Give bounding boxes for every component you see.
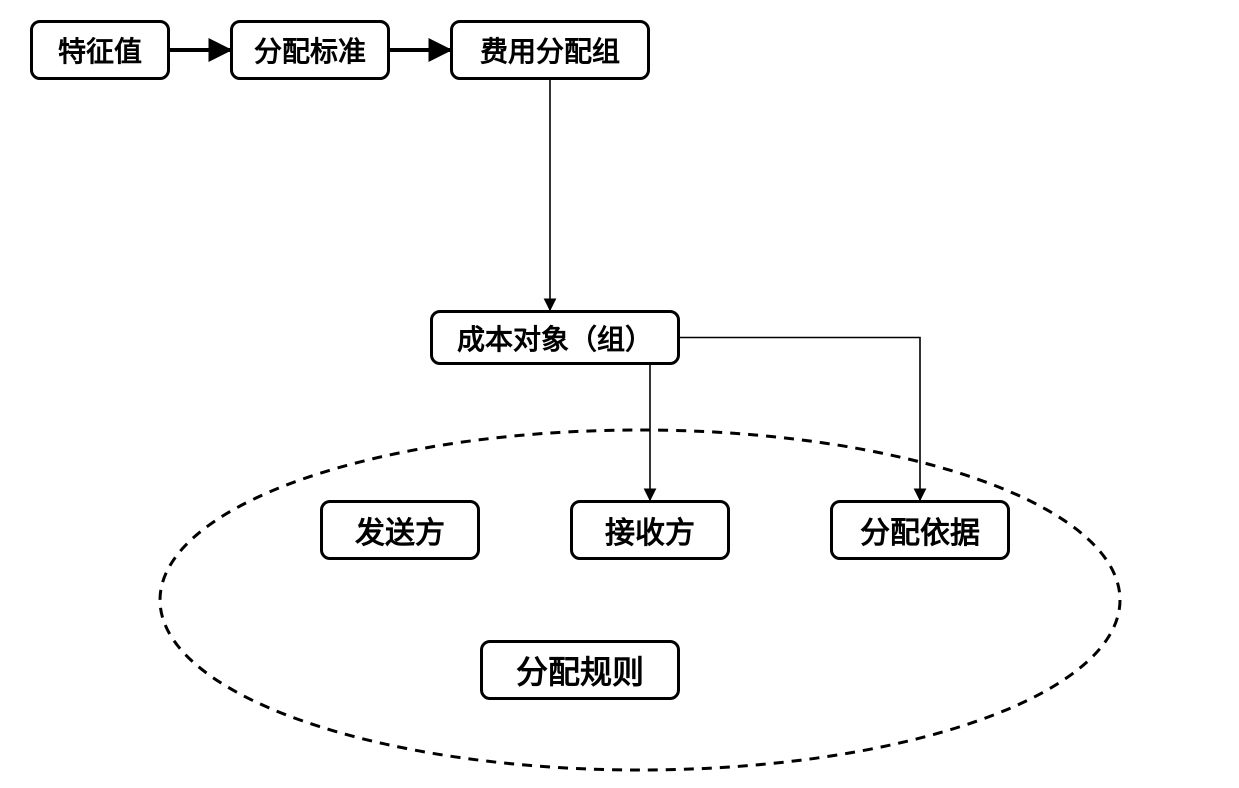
node-cost-alloc-group: 费用分配组 xyxy=(450,20,650,80)
node-feature-value: 特征值 xyxy=(30,20,170,80)
node-label: 接收方 xyxy=(605,508,695,552)
edge-cost-object-to-alloc-basis xyxy=(680,338,920,501)
node-sender: 发送方 xyxy=(320,500,480,560)
grouping-ellipse xyxy=(160,430,1120,770)
node-label: 费用分配组 xyxy=(480,30,620,70)
node-label: 成本对象（组） xyxy=(457,318,653,358)
node-label: 特征值 xyxy=(58,30,142,70)
node-label: 发送方 xyxy=(355,508,445,552)
node-alloc-rule: 分配规则 xyxy=(480,640,680,700)
node-label: 分配依据 xyxy=(860,508,980,552)
node-alloc-standard: 分配标准 xyxy=(230,20,390,80)
node-label: 分配规则 xyxy=(516,647,644,693)
node-receiver: 接收方 xyxy=(570,500,730,560)
node-cost-object: 成本对象（组） xyxy=(430,310,680,365)
node-label: 分配标准 xyxy=(254,30,366,70)
node-alloc-basis: 分配依据 xyxy=(830,500,1010,560)
